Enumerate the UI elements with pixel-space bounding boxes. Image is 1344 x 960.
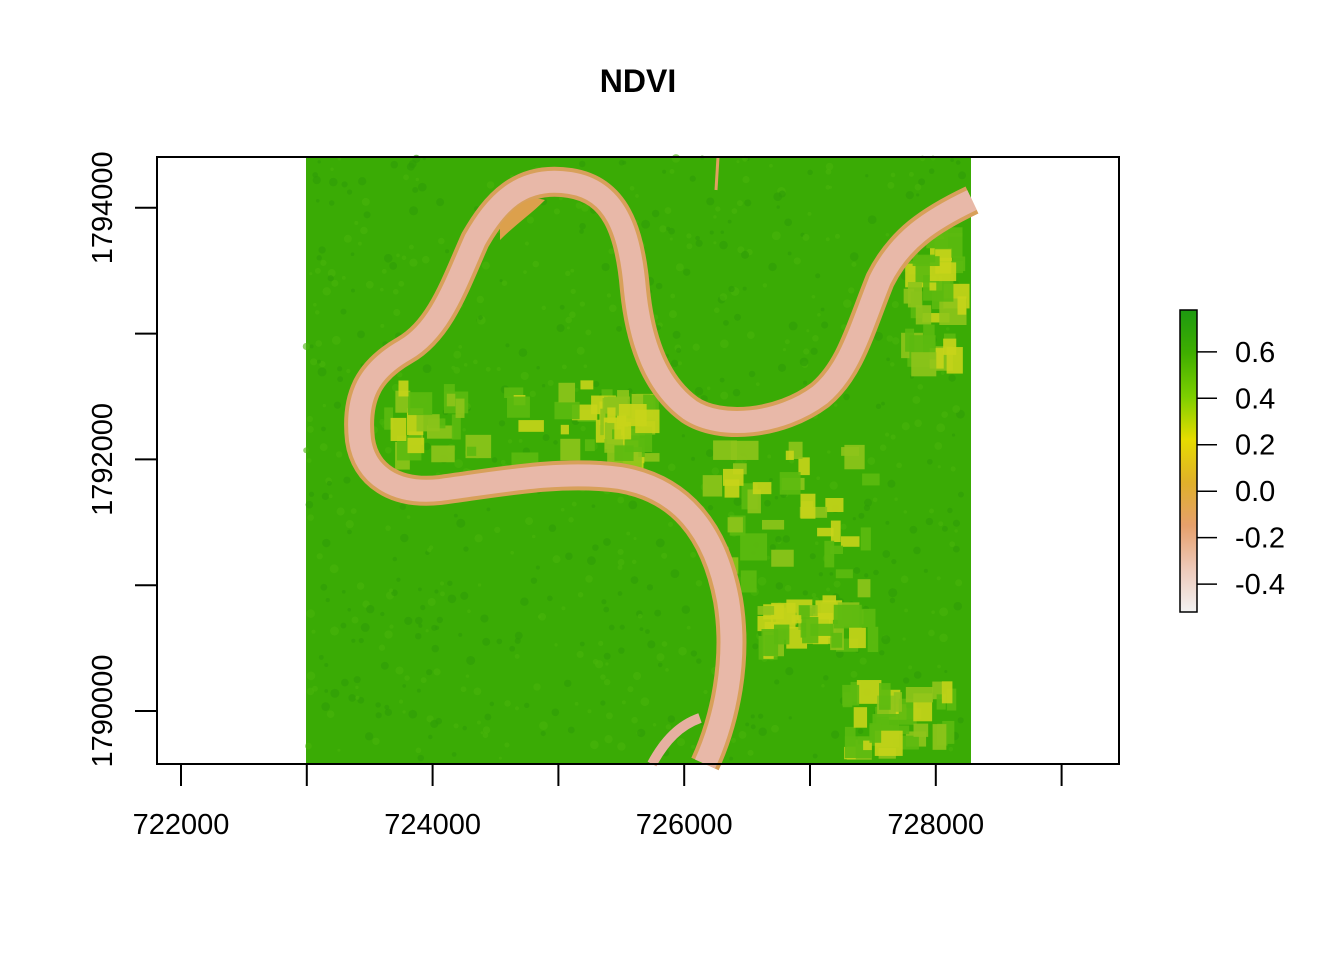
x-tick-label: 728000 (887, 809, 984, 841)
legend-tick-label: -0.2 (1235, 523, 1285, 555)
legend-tick-label: 0.6 (1235, 337, 1275, 369)
x-tick-label: 724000 (384, 809, 481, 841)
x-axis: 722000 724000 726000 728000 (133, 763, 1063, 841)
y-tick-label: 1794000 (87, 151, 119, 264)
x-tick-label: 726000 (636, 809, 733, 841)
river-tributary (647, 713, 702, 767)
color-legend: 0.6 0.4 0.2 0.0 -0.2 -0.4 (1179, 309, 1285, 613)
river-water (348, 170, 977, 769)
map-title: NDVI (600, 63, 676, 99)
legend-tick-label: 0.4 (1235, 383, 1275, 415)
legend-tick-label: 0.0 (1235, 476, 1275, 508)
river-channel (344, 156, 979, 771)
cropland-patches (384, 222, 970, 760)
stream-north (714, 156, 720, 191)
y-tick-label: 1792000 (87, 403, 119, 516)
sandbar (500, 198, 545, 240)
raster-image (302, 154, 979, 771)
legend-color-bar (1179, 309, 1198, 613)
y-tick-label: 1790000 (87, 655, 119, 768)
x-tick-label: 722000 (133, 809, 230, 841)
y-axis: 1790000 1792000 1794000 (87, 151, 158, 768)
legend-tick-label: 0.2 (1235, 430, 1275, 462)
legend-tick-label: -0.4 (1235, 569, 1285, 601)
